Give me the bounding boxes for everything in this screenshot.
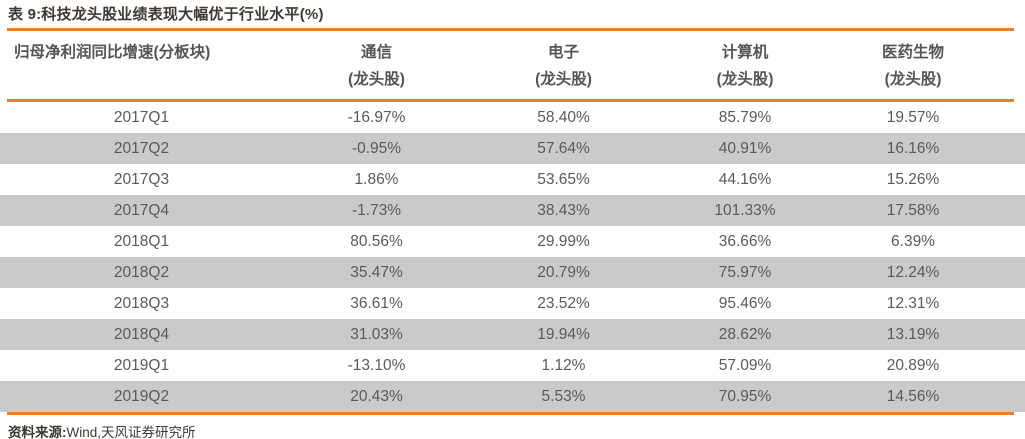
- header-col-sub: (龙头股): [884, 70, 942, 88]
- value-cell: 17.58%: [886, 201, 940, 219]
- header-col-name: 电子: [547, 43, 579, 61]
- value-cell: 53.65%: [537, 170, 590, 188]
- value-cell: 13.19%: [886, 325, 940, 343]
- table-row: 2018Q2 35.47% 20.79% 75.97% 12.24%: [0, 256, 1025, 288]
- value-cell: 31.03%: [350, 325, 403, 343]
- value-cell: 101.33%: [714, 201, 776, 219]
- value-cell: 70.95%: [718, 387, 772, 405]
- value-cell: 19.94%: [537, 325, 590, 343]
- value-cell: 12.31%: [886, 294, 940, 312]
- value-cell: 35.47%: [350, 263, 403, 281]
- value-cell: 6.39%: [891, 232, 935, 250]
- header-col-jisuanji: 计算机 (龙头股): [657, 39, 833, 93]
- table-row: 2017Q2 -0.95% 57.64% 40.91% 16.16%: [0, 132, 1025, 164]
- period-cell: 2018Q4: [113, 325, 170, 343]
- period-cell: 2018Q2: [113, 263, 170, 281]
- table-row: 2017Q4 -1.73% 38.43% 101.33% 17.58%: [0, 194, 1025, 226]
- value-cell: -16.97%: [347, 108, 406, 126]
- value-cell: 20.43%: [350, 387, 403, 405]
- value-cell: 14.56%: [886, 387, 940, 405]
- source-note: 资料来源:Wind,天风证券研究所: [0, 415, 1025, 439]
- header-col-tongxin: 通信 (龙头股): [283, 39, 470, 93]
- value-cell: 40.91%: [718, 139, 772, 157]
- header-col-name: 医药生物: [881, 43, 944, 61]
- value-cell: 57.64%: [537, 139, 590, 157]
- divider-header: [7, 98, 1014, 102]
- table-row: 2019Q1 -13.10% 1.12% 57.09% 20.89%: [0, 349, 1025, 381]
- header-col-name: 计算机: [721, 43, 769, 61]
- period-cell: 2017Q4: [113, 201, 170, 219]
- header-col-sub: (龙头股): [716, 70, 774, 88]
- table-body: 2017Q1 -16.97% 58.40% 85.79% 19.57% 2017…: [0, 101, 1025, 412]
- header-col-dianzi: 电子 (龙头股): [470, 39, 657, 93]
- table-header-row: 归母净利润同比增速(分板块) 通信 (龙头股) 电子 (龙头股) 计算机 (龙头…: [0, 31, 1025, 99]
- period-cell: 2017Q3: [113, 170, 170, 188]
- value-cell: 20.79%: [537, 263, 590, 281]
- value-cell: 44.16%: [718, 170, 772, 188]
- value-cell: 80.56%: [350, 232, 403, 250]
- period-cell: 2017Q1: [113, 108, 170, 126]
- value-cell: 1.86%: [354, 170, 399, 188]
- source-label: 资料来源:: [8, 424, 67, 439]
- value-cell: 95.46%: [718, 294, 772, 312]
- value-cell: 1.12%: [541, 356, 586, 374]
- value-cell: 36.61%: [350, 294, 403, 312]
- value-cell: 19.57%: [886, 108, 940, 126]
- period-cell: 2019Q1: [113, 356, 170, 374]
- value-cell: -13.10%: [347, 356, 406, 374]
- table-row: 2018Q4 31.03% 19.94% 28.62% 13.19%: [0, 318, 1025, 350]
- value-cell: 12.24%: [886, 263, 940, 281]
- header-col-sub: (龙头股): [535, 70, 592, 88]
- value-cell: 58.40%: [537, 108, 590, 126]
- source-text: Wind,天风证券研究所: [66, 424, 196, 439]
- value-cell: 29.99%: [537, 232, 590, 250]
- table-row: 2018Q3 36.61% 23.52% 95.46% 12.31%: [0, 287, 1025, 319]
- table-row: 2018Q1 80.56% 29.99% 36.66% 6.39%: [0, 225, 1025, 257]
- value-cell: 20.89%: [886, 356, 940, 374]
- table-row: 2017Q3 1.86% 53.65% 44.16% 15.26%: [0, 163, 1025, 195]
- value-cell: 28.62%: [718, 325, 772, 343]
- value-cell: 57.09%: [718, 356, 772, 374]
- value-cell: -0.95%: [351, 139, 402, 157]
- period-cell: 2018Q1: [113, 232, 170, 250]
- value-cell: 23.52%: [537, 294, 590, 312]
- value-cell: 75.97%: [718, 263, 772, 281]
- table-title: 表 9:科技龙头股业绩表现大幅优于行业水平(%): [8, 6, 324, 23]
- period-cell: 2019Q2: [113, 387, 170, 405]
- value-cell: 36.66%: [718, 232, 772, 250]
- period-cell: 2018Q3: [113, 294, 170, 312]
- header-col-yiyaoshengwu: 医药生物 (龙头股): [833, 39, 993, 93]
- value-cell: 38.43%: [537, 201, 590, 219]
- value-cell: 5.53%: [541, 387, 586, 405]
- value-cell: 16.16%: [886, 139, 940, 157]
- divider-bottom: [7, 411, 1014, 415]
- header-row-dimension: 归母净利润同比增速(分板块): [14, 43, 211, 61]
- value-cell: -1.73%: [351, 201, 402, 219]
- period-cell: 2017Q2: [113, 139, 170, 157]
- header-col-name: 通信: [360, 43, 392, 61]
- value-cell: 15.26%: [886, 170, 940, 188]
- value-cell: 85.79%: [718, 108, 772, 126]
- table-row: 2017Q1 -16.97% 58.40% 85.79% 19.57%: [0, 101, 1025, 133]
- table-row: 2019Q2 20.43% 5.53% 70.95% 14.56%: [0, 380, 1025, 412]
- divider-top: [7, 28, 1014, 31]
- header-col-sub: (龙头股): [348, 70, 405, 88]
